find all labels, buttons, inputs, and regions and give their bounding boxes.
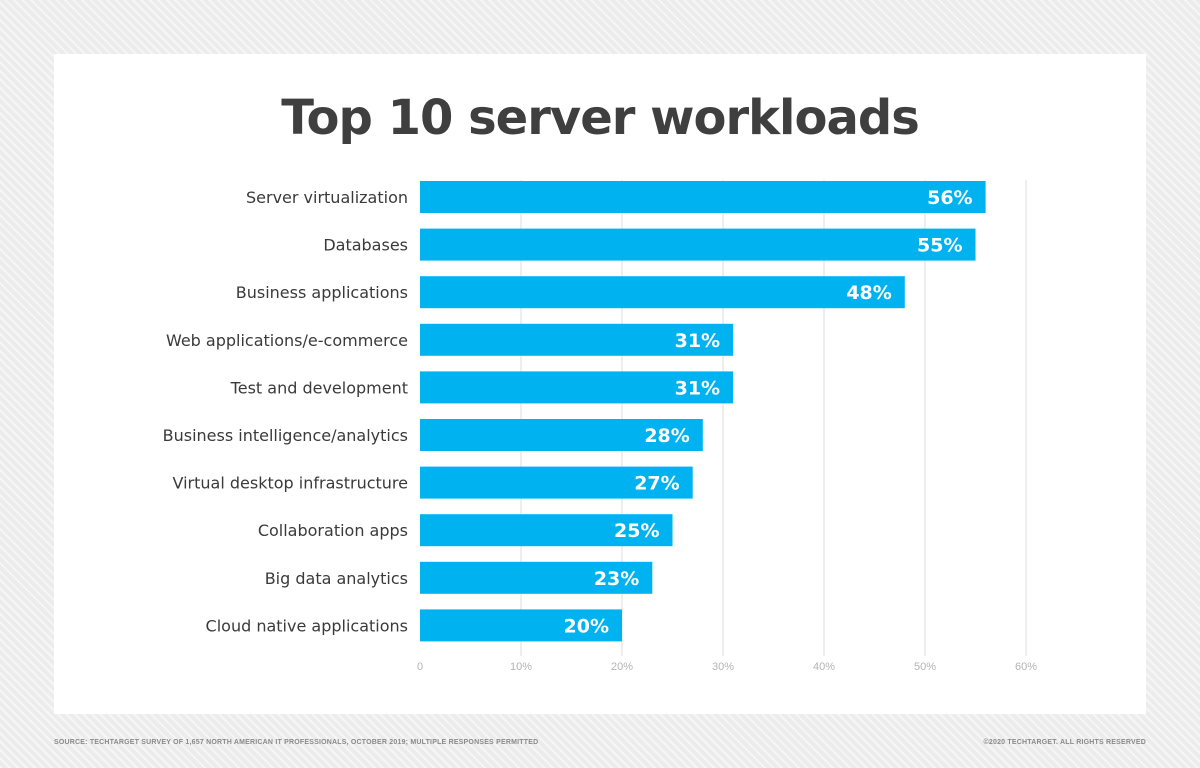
- value-labels: 56% 55% 48% 31% 31% 28% 27% 25% 23% 20%: [564, 187, 973, 637]
- bar: [420, 181, 986, 213]
- bar: [420, 371, 734, 404]
- value-label: 27%: [634, 473, 679, 495]
- x-axis-ticks: 0 10% 20% 30% 40% 50% 60%: [417, 661, 1037, 673]
- x-tick-label: 20%: [611, 661, 633, 673]
- category-label: Cloud native applications: [206, 616, 408, 635]
- category-label: Test and development: [230, 378, 408, 397]
- bar: [420, 609, 622, 642]
- value-label: 31%: [675, 377, 720, 399]
- category-label: Server virtualization: [246, 188, 408, 207]
- category-label: Business intelligence/analytics: [163, 426, 408, 445]
- category-label: Web applications/e-commerce: [166, 331, 408, 350]
- value-label: 31%: [675, 330, 720, 352]
- bar: [420, 419, 703, 451]
- value-label: 56%: [927, 187, 972, 209]
- x-tick-label: 0: [417, 661, 423, 673]
- value-label: 20%: [564, 615, 609, 637]
- x-tick-label: 50%: [914, 661, 936, 673]
- bar: [420, 466, 693, 499]
- category-labels: Server virtualization Databases Business a…: [163, 188, 408, 635]
- bar: [420, 323, 734, 356]
- x-tick-label: 40%: [813, 661, 835, 673]
- value-label: 25%: [614, 520, 659, 542]
- value-label: 23%: [594, 568, 639, 590]
- bars: [420, 181, 986, 642]
- value-label: 48%: [846, 282, 891, 304]
- category-label: Big data analytics: [265, 569, 408, 588]
- x-tick-label: 60%: [1015, 661, 1037, 673]
- bar: [420, 276, 905, 309]
- source-note: SOURCE: TECHTARGET SURVEY OF 1,657 NORTH…: [54, 739, 539, 746]
- category-label: Collaboration apps: [258, 521, 408, 540]
- x-tick-label: 10%: [510, 661, 532, 673]
- value-label: 28%: [644, 425, 689, 447]
- category-label: Databases: [323, 236, 408, 255]
- value-label: 55%: [917, 235, 962, 257]
- category-label: Business applications: [236, 283, 408, 302]
- bar: [420, 514, 673, 547]
- bar: [420, 228, 976, 261]
- x-tick-label: 30%: [712, 661, 734, 673]
- copyright-note: ©2020 TECHTARGET. ALL RIGHTS RESERVED: [983, 739, 1146, 746]
- category-label: Virtual desktop infrastructure: [173, 474, 408, 493]
- bar: [420, 561, 653, 594]
- chart-title: Top 10 server workloads: [281, 90, 920, 146]
